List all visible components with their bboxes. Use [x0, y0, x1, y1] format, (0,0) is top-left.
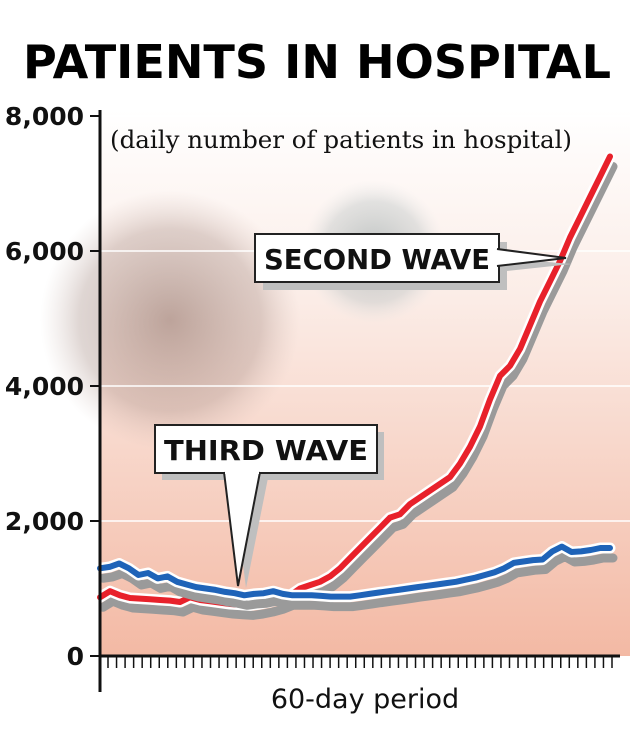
series-line-second-wave: [97, 153, 613, 609]
callout-second-wave-pointer-front: [496, 248, 567, 267]
series-shadow: [98, 162, 618, 620]
callout-third-wave: THIRD WAVE: [154, 424, 384, 588]
chart-title: PATIENTS IN HOSPITAL: [23, 35, 611, 89]
series-layer: [94, 151, 618, 620]
callout-third-wave-box: [154, 424, 378, 474]
y-tick-label: 6,000: [5, 237, 84, 266]
x-axis-label: 60-day period: [271, 684, 459, 715]
callout-third-wave-label: THIRD WAVE: [164, 434, 368, 467]
series-line-third-wave: [97, 543, 613, 600]
callout-second-wave-label: SECOND WAVE: [264, 243, 490, 276]
series-shadow: [98, 552, 618, 612]
virus-illustration-large: [40, 190, 300, 450]
callout-second-wave-box: [254, 233, 500, 283]
y-tick-label: 0: [67, 642, 84, 671]
x-ticks: [107, 656, 613, 668]
y-tick-label: 4,000: [5, 372, 84, 401]
y-tick-label: 8,000: [5, 102, 84, 131]
y-tick-labels: 0 2,000 4,000 6,000 8,000: [5, 102, 84, 671]
callout-third-wave-pointer: [223, 471, 261, 587]
axes: [98, 110, 620, 692]
callout-third-wave-gap: [225, 469, 259, 474]
callout-second-wave: SECOND WAVE: [254, 233, 572, 290]
chart-subtitle: (daily number of patients in hospital): [110, 126, 572, 154]
y-tick-label: 2,000: [5, 507, 84, 536]
